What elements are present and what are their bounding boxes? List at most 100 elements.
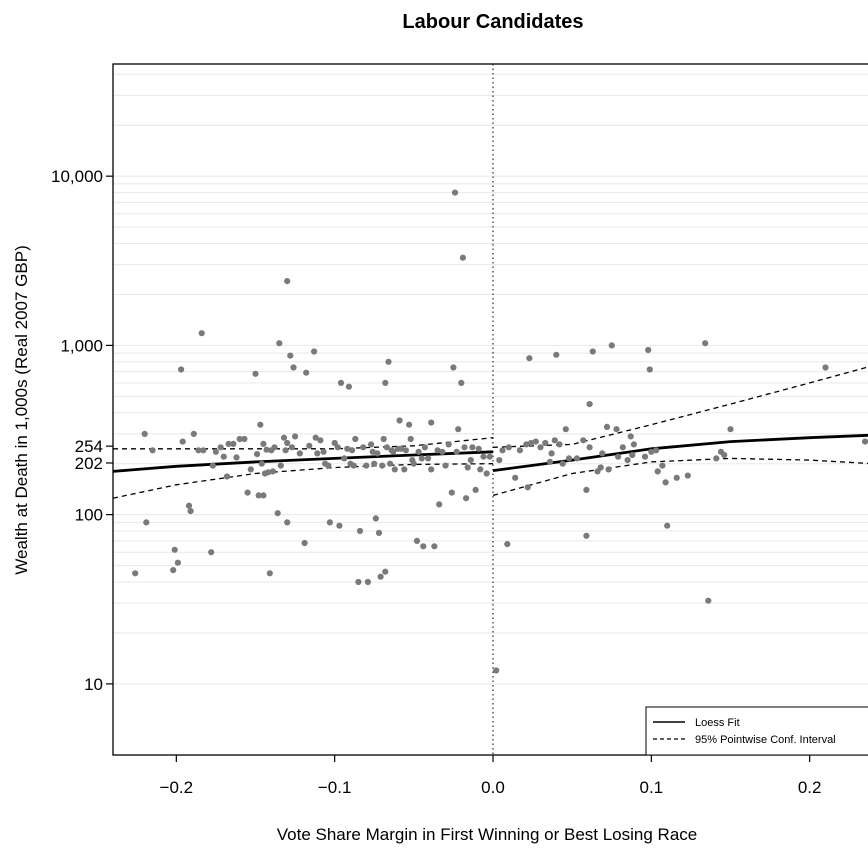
data-point	[418, 455, 425, 462]
data-point	[448, 489, 455, 496]
data-point	[483, 470, 490, 477]
data-point	[624, 457, 631, 464]
data-point	[629, 451, 636, 459]
data-point	[467, 457, 474, 464]
data-point	[527, 439, 535, 447]
data-point	[379, 462, 386, 469]
data-point	[303, 369, 310, 376]
data-point	[356, 527, 364, 535]
data-point	[276, 340, 283, 347]
data-point	[132, 570, 139, 577]
data-point	[326, 519, 333, 526]
data-point	[654, 468, 661, 475]
data-point	[580, 437, 587, 444]
data-point	[296, 450, 303, 457]
data-point	[458, 379, 465, 386]
x-axis-label: Vote Share Margin in First Winning or Be…	[277, 825, 697, 844]
ci-line	[492, 457, 868, 497]
data-point	[368, 441, 375, 448]
data-point	[562, 426, 569, 433]
legend: Loess Fit 95% Pointwise Conf. Interval	[645, 706, 868, 756]
data-point	[431, 543, 438, 550]
data-point	[149, 447, 156, 454]
data-point	[220, 453, 227, 460]
fit-lines	[112, 366, 868, 499]
y-axis-label: Wealth at Death in 1,000s (Real 2007 GBP…	[12, 245, 31, 574]
data-point	[402, 447, 409, 454]
data-point	[420, 543, 427, 550]
data-point	[383, 444, 390, 451]
data-point	[284, 519, 291, 526]
data-point	[705, 597, 712, 604]
ci-line	[492, 366, 868, 448]
data-point	[282, 447, 289, 454]
legend-label-loess: Loess Fit	[695, 717, 740, 729]
data-point	[263, 446, 270, 453]
data-point	[472, 486, 479, 493]
data-point	[641, 453, 649, 460]
data-point	[662, 479, 669, 486]
data-point	[269, 468, 276, 475]
data-point	[374, 450, 381, 457]
data-point	[258, 460, 265, 467]
data-point	[360, 444, 367, 451]
data-point	[727, 426, 734, 433]
data-point	[171, 546, 178, 553]
data-point	[548, 450, 555, 457]
data-point	[241, 435, 248, 443]
data-point	[445, 441, 452, 448]
data-point	[406, 421, 413, 428]
data-point	[469, 444, 476, 451]
data-point	[265, 469, 272, 476]
data-point	[375, 529, 383, 537]
data-points	[132, 189, 868, 674]
x-axis: −0.2 −0.1 0.0 0.1 0.2	[160, 755, 821, 797]
data-point	[398, 445, 405, 452]
data-point	[583, 532, 590, 539]
y-tick-label: 202	[75, 454, 103, 473]
data-point	[532, 438, 539, 445]
data-point	[428, 419, 435, 426]
data-point	[292, 433, 299, 440]
gridlines	[113, 64, 868, 755]
data-point	[195, 447, 202, 454]
data-point	[287, 352, 294, 359]
data-point	[266, 570, 273, 577]
data-point	[442, 462, 449, 469]
data-point	[141, 430, 148, 437]
data-point	[274, 510, 281, 517]
x-tick-label: −0.2	[160, 778, 194, 797]
data-point	[413, 537, 421, 545]
data-point	[260, 492, 267, 499]
data-point	[664, 522, 671, 529]
data-point	[721, 451, 728, 459]
data-point	[271, 444, 278, 451]
data-point	[187, 508, 194, 515]
data-point	[336, 522, 343, 529]
data-point	[369, 448, 376, 455]
data-point	[349, 447, 356, 454]
data-point	[190, 430, 197, 437]
data-point	[862, 438, 868, 445]
data-point	[225, 440, 232, 447]
data-point	[822, 364, 829, 371]
data-point	[551, 437, 558, 444]
data-point	[230, 440, 237, 447]
data-point	[314, 450, 321, 457]
data-point	[505, 444, 512, 451]
data-point	[396, 417, 403, 424]
data-point	[312, 434, 319, 441]
data-point	[331, 439, 338, 447]
data-point	[523, 441, 530, 448]
data-point	[179, 438, 186, 445]
data-point	[434, 447, 441, 454]
data-point	[382, 568, 389, 575]
data-point	[589, 348, 596, 355]
data-point	[439, 448, 446, 455]
data-point	[410, 460, 417, 467]
data-point	[217, 444, 224, 451]
y-tick-label: 10,000	[51, 167, 103, 186]
data-point	[407, 435, 414, 443]
data-point	[597, 464, 604, 471]
legend-box	[645, 706, 868, 756]
